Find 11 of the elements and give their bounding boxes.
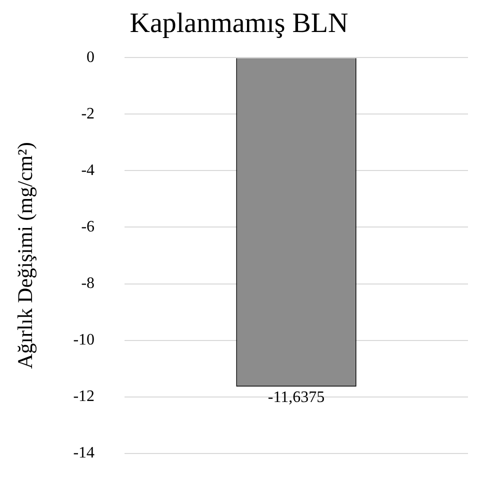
chart-title: Kaplanmamış BLN xyxy=(130,8,348,40)
y-tick-label: -10 xyxy=(73,332,95,349)
y-tick-label: -8 xyxy=(81,274,95,292)
y-axis-title: Ağırlık Değişimi (mg/cm²) xyxy=(13,142,38,369)
y-tick-label: -14 xyxy=(73,444,95,462)
y-tick-label: 0 xyxy=(86,48,95,66)
y-tick-label: -6 xyxy=(81,218,95,236)
y-tick-label: -12 xyxy=(73,388,95,406)
data-label: -11,6375 xyxy=(268,388,325,406)
y-tick-label: -2 xyxy=(81,105,95,122)
y-tick-label: -4 xyxy=(81,162,95,179)
